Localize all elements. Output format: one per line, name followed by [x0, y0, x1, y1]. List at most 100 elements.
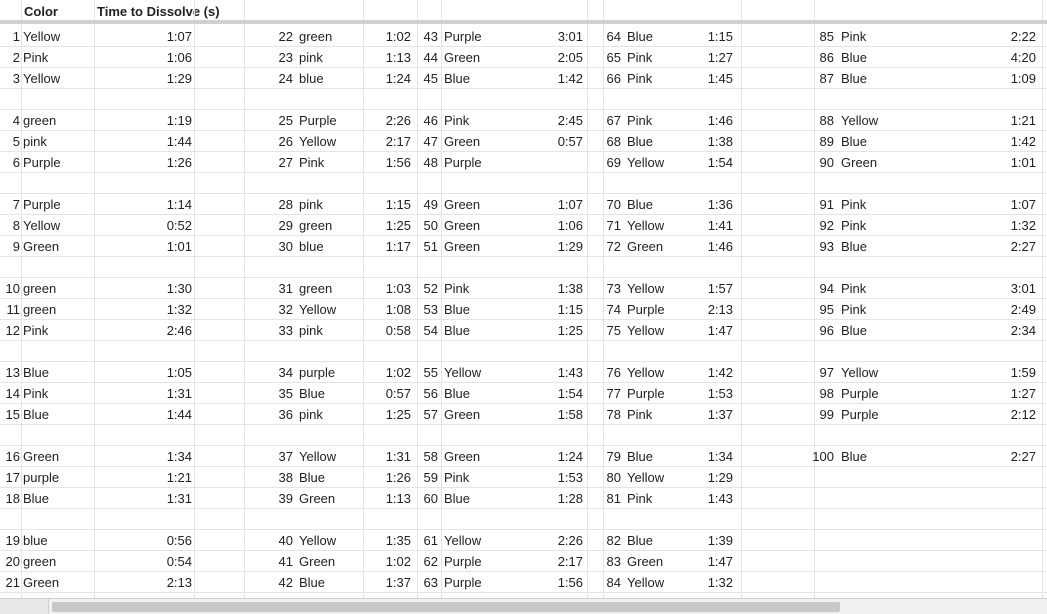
cell-color[interactable]: Green	[299, 554, 336, 569]
cell-color[interactable]: Yellow	[299, 302, 337, 317]
cell-trial-number[interactable]: 64	[606, 29, 621, 44]
cell-time[interactable]: 1:30	[166, 281, 192, 296]
cell-time[interactable]: 1:27	[707, 50, 733, 65]
cell-time[interactable]: 1:44	[166, 134, 192, 149]
cell-trial-number[interactable]: 78	[606, 407, 621, 422]
cell-time[interactable]: 1:13	[385, 50, 411, 65]
cell-time[interactable]: 1:45	[707, 71, 733, 86]
cell-color[interactable]: Pink	[627, 113, 653, 128]
cell-color[interactable]: Blue	[444, 71, 471, 86]
cell-trial-number[interactable]: 93	[819, 239, 834, 254]
cell-color[interactable]: Pink	[627, 407, 653, 422]
cell-color[interactable]: Green	[444, 449, 481, 464]
cell-trial-number[interactable]: 25	[278, 113, 293, 128]
cell-time[interactable]: 1:44	[166, 407, 192, 422]
cell-trial-number[interactable]: 50	[423, 218, 438, 233]
cell-color[interactable]: Yellow	[627, 218, 665, 233]
cell-time[interactable]: 1:06	[557, 218, 583, 233]
cell-trial-number[interactable]: 38	[278, 470, 293, 485]
cell-color[interactable]: Pink	[23, 50, 49, 65]
cell-trial-number[interactable]: 43	[423, 29, 438, 44]
cell-time[interactable]: 2:34	[1010, 323, 1036, 338]
cell-color[interactable]: Yellow	[23, 29, 61, 44]
cell-time[interactable]: 1:42	[707, 365, 733, 380]
cell-color[interactable]: Purple	[23, 197, 61, 212]
cell-color[interactable]: pink	[23, 134, 47, 149]
cell-color[interactable]: blue	[23, 533, 48, 548]
cell-color[interactable]: pink	[299, 323, 323, 338]
cell-color[interactable]: Blue	[23, 491, 50, 506]
cell-color[interactable]: Yellow	[841, 365, 879, 380]
cell-color[interactable]: Purple	[444, 554, 482, 569]
horizontal-scrollbar[interactable]	[0, 598, 1047, 614]
cell-time[interactable]: 1:35	[385, 533, 411, 548]
cell-time[interactable]: 1:02	[385, 365, 411, 380]
cell-time[interactable]: 2:49	[1010, 302, 1036, 317]
cell-trial-number[interactable]: 40	[278, 533, 293, 548]
cell-color[interactable]: Yellow	[627, 470, 665, 485]
cell-color[interactable]: purple	[299, 365, 336, 380]
cell-time[interactable]: 1:32	[1010, 218, 1036, 233]
cell-time[interactable]: 1:37	[707, 407, 733, 422]
cell-time[interactable]: 1:47	[707, 323, 733, 338]
cell-time[interactable]: 2:46	[166, 323, 192, 338]
cell-time[interactable]: 1:07	[557, 197, 583, 212]
cell-color[interactable]: green	[23, 554, 57, 569]
cell-trial-number[interactable]: 71	[606, 218, 621, 233]
cell-time[interactable]: 2:13	[707, 302, 733, 317]
cell-trial-number[interactable]: 56	[423, 386, 438, 401]
cell-time[interactable]: 1:56	[385, 155, 411, 170]
cell-time[interactable]: 1:29	[166, 71, 192, 86]
cell-trial-number[interactable]: 8	[12, 218, 20, 233]
cell-trial-number[interactable]: 96	[819, 323, 834, 338]
cell-trial-number[interactable]: 47	[423, 134, 438, 149]
cell-color[interactable]: green	[23, 281, 57, 296]
cell-time[interactable]: 1:31	[166, 386, 192, 401]
cell-time[interactable]: 0:57	[385, 386, 411, 401]
cell-color[interactable]: Green	[444, 50, 481, 65]
cell-trial-number[interactable]: 22	[278, 29, 293, 44]
cell-time[interactable]: 1:02	[385, 554, 411, 569]
cell-trial-number[interactable]: 94	[819, 281, 834, 296]
cell-color[interactable]: Purple	[841, 407, 879, 422]
cell-time[interactable]: 1:38	[557, 281, 583, 296]
cell-time[interactable]: 1:34	[166, 449, 192, 464]
cell-trial-number[interactable]: 30	[278, 239, 293, 254]
cell-time[interactable]: 1:15	[707, 29, 733, 44]
cell-time[interactable]: 2:17	[385, 134, 411, 149]
cell-time[interactable]: 1:21	[166, 470, 192, 485]
cell-color[interactable]: Blue	[627, 449, 654, 464]
cell-trial-number[interactable]: 10	[5, 281, 20, 296]
cell-time[interactable]: 1:53	[707, 386, 733, 401]
cell-trial-number[interactable]: 97	[819, 365, 834, 380]
cell-trial-number[interactable]: 89	[819, 134, 834, 149]
cell-color[interactable]: Purple	[627, 386, 665, 401]
cell-trial-number[interactable]: 33	[278, 323, 293, 338]
cell-trial-number[interactable]: 46	[423, 113, 438, 128]
cell-trial-number[interactable]: 72	[606, 239, 621, 254]
cell-trial-number[interactable]: 63	[423, 575, 438, 590]
cell-time[interactable]: 1:31	[166, 491, 192, 506]
cell-trial-number[interactable]: 65	[606, 50, 621, 65]
cell-time[interactable]: 1:47	[707, 554, 733, 569]
cell-trial-number[interactable]: 35	[278, 386, 293, 401]
cell-trial-number[interactable]: 3	[12, 71, 20, 86]
cell-trial-number[interactable]: 66	[606, 71, 621, 86]
cell-time[interactable]: 2:27	[1010, 449, 1036, 464]
cell-color[interactable]: Blue	[444, 323, 471, 338]
cell-trial-number[interactable]: 52	[423, 281, 438, 296]
cell-color[interactable]: green	[299, 218, 333, 233]
cell-trial-number[interactable]: 100	[812, 449, 834, 464]
cell-time[interactable]: 1:53	[557, 470, 583, 485]
cell-trial-number[interactable]: 82	[606, 533, 621, 548]
cell-trial-number[interactable]: 15	[5, 407, 20, 422]
cell-color[interactable]: Pink	[841, 302, 867, 317]
cell-trial-number[interactable]: 84	[606, 575, 621, 590]
cell-trial-number[interactable]: 81	[606, 491, 621, 506]
cell-time[interactable]: 1:09	[1010, 71, 1036, 86]
cell-time[interactable]: 1:03	[385, 281, 411, 296]
cell-color[interactable]: Pink	[627, 50, 653, 65]
cell-color[interactable]: Pink	[841, 218, 867, 233]
cell-color[interactable]: Blue	[627, 197, 654, 212]
cell-color[interactable]: Pink	[23, 323, 49, 338]
